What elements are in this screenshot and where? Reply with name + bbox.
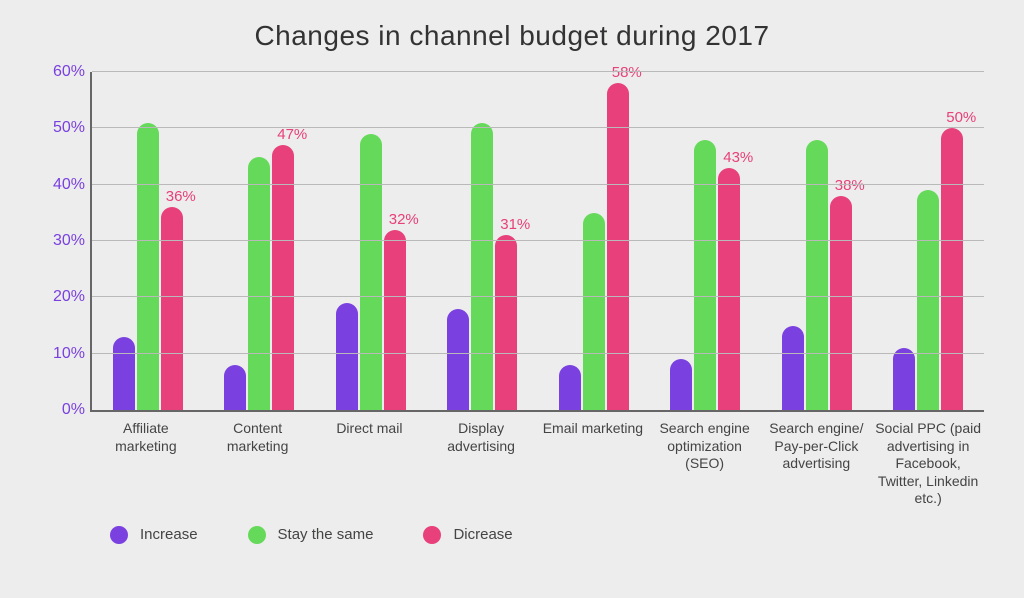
bar bbox=[248, 157, 270, 411]
bar-group: 36% bbox=[92, 72, 204, 410]
bar: 31% bbox=[495, 235, 517, 410]
bars-row: 43% bbox=[650, 72, 762, 410]
bar-groups: 36% 47% 32% 31% 58% 43% 38% 50% bbox=[92, 72, 984, 410]
bar: 50% bbox=[941, 128, 963, 410]
bar: 32% bbox=[384, 230, 406, 410]
bar bbox=[583, 213, 605, 410]
legend-item-increase: Increase bbox=[110, 526, 198, 544]
gridline bbox=[92, 296, 984, 297]
bars-row: 50% bbox=[873, 72, 985, 410]
chart-container: Changes in channel budget during 2017 36… bbox=[0, 0, 1024, 598]
bar bbox=[893, 348, 915, 410]
bar: 36% bbox=[161, 207, 183, 410]
bar bbox=[447, 309, 469, 410]
x-axis-labels: Affiliate marketingContent marketingDire… bbox=[90, 420, 984, 508]
bars-row: 38% bbox=[761, 72, 873, 410]
ytick-label: 30% bbox=[37, 232, 85, 250]
x-axis-label: Affiliate marketing bbox=[90, 420, 202, 508]
bar bbox=[917, 190, 939, 410]
bar-group: 43% bbox=[650, 72, 762, 410]
gridline bbox=[92, 127, 984, 128]
x-axis-label: Direct mail bbox=[314, 420, 426, 508]
gridline bbox=[92, 71, 984, 72]
gridline bbox=[92, 184, 984, 185]
x-axis-label: Search engine/ Pay-per-Click advertising bbox=[761, 420, 873, 508]
bar: 58% bbox=[607, 83, 629, 410]
legend-label: Increase bbox=[140, 526, 198, 543]
bar: 47% bbox=[272, 145, 294, 410]
bar-group: 32% bbox=[315, 72, 427, 410]
bar bbox=[336, 303, 358, 410]
bars-row: 58% bbox=[538, 72, 650, 410]
ytick-label: 40% bbox=[37, 176, 85, 194]
bar-value-label: 32% bbox=[389, 211, 419, 228]
ytick-label: 10% bbox=[37, 345, 85, 363]
bar-group: 31% bbox=[427, 72, 539, 410]
bars-row: 32% bbox=[315, 72, 427, 410]
bar-value-label: 58% bbox=[612, 64, 642, 81]
legend-item-decrease: Dicrease bbox=[423, 526, 512, 544]
bar bbox=[137, 123, 159, 410]
bar-group: 58% bbox=[538, 72, 650, 410]
bar-group: 50% bbox=[873, 72, 985, 410]
bar bbox=[559, 365, 581, 410]
bars-row: 47% bbox=[204, 72, 316, 410]
x-axis-label: Content marketing bbox=[202, 420, 314, 508]
ytick-label: 20% bbox=[37, 288, 85, 306]
bar bbox=[694, 140, 716, 410]
legend-swatch bbox=[423, 526, 441, 544]
plot-area: 36%47%32%31%58%43%38%50% 0%10%20%30%40%5… bbox=[90, 72, 984, 412]
gridline bbox=[92, 240, 984, 241]
x-axis-label: Display advertising bbox=[425, 420, 537, 508]
legend-label: Dicrease bbox=[453, 526, 512, 543]
ytick-label: 60% bbox=[37, 63, 85, 81]
bar-value-label: 43% bbox=[723, 149, 753, 166]
bar-group: 47% bbox=[204, 72, 316, 410]
bar bbox=[782, 326, 804, 411]
x-axis-label: Search engine optimization (SEO) bbox=[649, 420, 761, 508]
bar bbox=[806, 140, 828, 410]
bar-value-label: 38% bbox=[835, 177, 865, 194]
x-axis-label: Social PPC (paid advertising in Facebook… bbox=[872, 420, 984, 508]
bar bbox=[360, 134, 382, 410]
ytick-label: 50% bbox=[37, 119, 85, 137]
x-axis-label: Email marketing bbox=[537, 420, 649, 508]
bar bbox=[471, 123, 493, 410]
ytick-label: 0% bbox=[37, 401, 85, 419]
legend-label: Stay the same bbox=[278, 526, 374, 543]
bar-group: 38% bbox=[761, 72, 873, 410]
bar: 38% bbox=[830, 196, 852, 410]
legend: Increase Stay the same Dicrease bbox=[110, 526, 984, 544]
bar-value-label: 31% bbox=[500, 216, 530, 233]
bar bbox=[670, 359, 692, 410]
bar bbox=[113, 337, 135, 410]
chart-title: Changes in channel budget during 2017 bbox=[30, 20, 994, 52]
plot-wrap: 36%47%32%31%58%43%38%50% 0%10%20%30%40%5… bbox=[90, 72, 984, 544]
legend-swatch bbox=[248, 526, 266, 544]
gridline bbox=[92, 353, 984, 354]
bar-value-label: 50% bbox=[946, 109, 976, 126]
legend-swatch bbox=[110, 526, 128, 544]
bars-row: 36% bbox=[92, 72, 204, 410]
bar-value-label: 47% bbox=[277, 126, 307, 143]
bar bbox=[224, 365, 246, 410]
legend-item-same: Stay the same bbox=[248, 526, 374, 544]
bar: 43% bbox=[718, 168, 740, 410]
bar-value-label: 36% bbox=[166, 188, 196, 205]
bars-row: 31% bbox=[427, 72, 539, 410]
